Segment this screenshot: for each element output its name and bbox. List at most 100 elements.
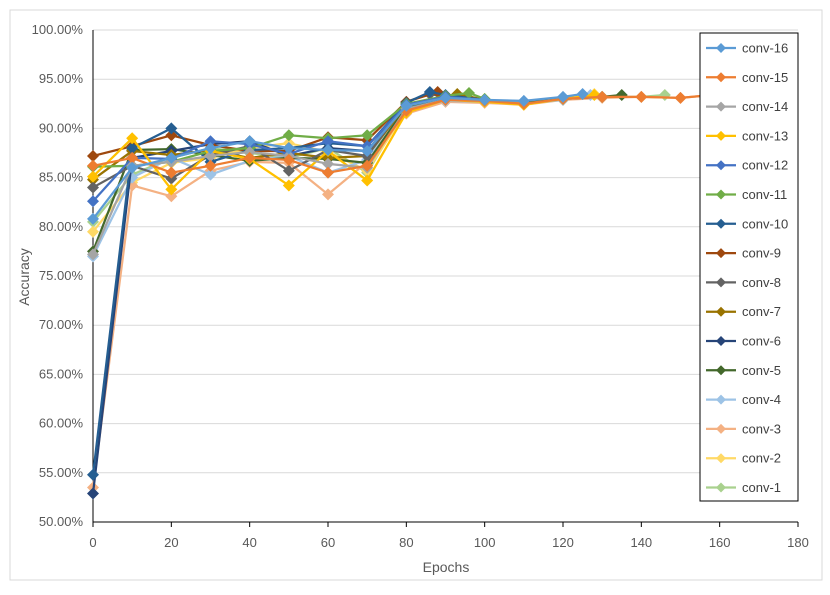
legend-marker — [716, 277, 726, 288]
legend-marker — [716, 394, 726, 405]
data-point — [126, 161, 139, 174]
data-point — [204, 149, 217, 162]
legend-label: conv-4 — [742, 392, 781, 407]
x-tick-label: 160 — [709, 535, 731, 550]
legend-marker — [716, 130, 726, 141]
data-point — [423, 85, 436, 98]
legend-label: conv-6 — [742, 334, 781, 349]
data-point — [126, 142, 139, 155]
data-point — [243, 151, 256, 164]
legend-label: conv-10 — [742, 216, 788, 231]
legend-item: conv-13 — [706, 128, 788, 143]
y-tick-label: 80.00% — [39, 219, 84, 234]
y-tick-label: 85.00% — [39, 170, 84, 185]
x-tick-label: 80 — [399, 535, 413, 550]
legend-label: conv-11 — [742, 187, 787, 202]
legend-label: conv-7 — [742, 304, 781, 319]
legend-item: conv-8 — [706, 275, 781, 290]
legend-label: conv-15 — [742, 70, 788, 85]
legend-label: conv-5 — [742, 363, 781, 378]
series-line — [92, 92, 583, 220]
legend-item: conv-12 — [706, 158, 788, 173]
legend-label: conv-14 — [742, 99, 788, 114]
legend-item: conv-15 — [706, 70, 788, 85]
legend-item: conv-9 — [706, 246, 781, 261]
data-point — [282, 142, 295, 155]
data-point — [204, 168, 217, 181]
data-point — [165, 122, 178, 135]
data-point — [165, 151, 178, 164]
x-tick-label: 100 — [474, 535, 496, 550]
legend-item: conv-4 — [706, 392, 781, 407]
data-point — [322, 135, 334, 148]
legend-marker — [716, 336, 726, 346]
legend-marker — [716, 101, 726, 112]
legend-item: conv-11 — [706, 187, 787, 202]
data-series — [87, 85, 718, 500]
y-tick-label: 60.00% — [39, 416, 84, 431]
data-point — [282, 129, 295, 142]
legend-item: conv-10 — [706, 216, 788, 231]
legend-item: conv-6 — [706, 334, 781, 349]
data-point — [322, 144, 334, 157]
legend-marker — [716, 306, 726, 317]
legend-marker — [716, 453, 726, 464]
data-point — [87, 170, 99, 183]
legend-label: conv-1 — [742, 480, 781, 495]
legend-marker — [716, 43, 726, 53]
data-point — [204, 142, 217, 155]
legend-label: conv-12 — [742, 158, 788, 173]
data-point — [400, 99, 413, 112]
data-point — [322, 166, 334, 179]
y-axis-title: Accuracy — [16, 248, 32, 306]
legend-box — [699, 32, 799, 502]
legend-marker — [716, 365, 726, 376]
legend-marker — [716, 482, 726, 493]
x-tick-label: 40 — [242, 535, 256, 550]
x-tick-label: 60 — [321, 535, 335, 550]
legend-marker — [716, 423, 726, 434]
data-point — [282, 179, 295, 192]
x-axis-title: Epochs — [423, 559, 470, 575]
data-point — [463, 86, 475, 99]
legend-marker — [716, 160, 726, 171]
legend-item: conv-1 — [706, 480, 781, 495]
data-point — [87, 225, 99, 238]
data-point — [557, 90, 569, 103]
y-tick-label: 50.00% — [39, 514, 84, 529]
data-point — [126, 132, 139, 145]
data-point — [165, 166, 178, 179]
data-point — [204, 159, 217, 172]
y-tick-label: 70.00% — [39, 317, 84, 332]
x-tick-label: 140 — [630, 535, 652, 550]
data-point — [674, 91, 687, 104]
legend-label: conv-9 — [742, 246, 781, 261]
data-point — [126, 151, 139, 164]
series-conv-16 — [87, 87, 589, 225]
data-point — [165, 190, 178, 203]
data-point — [87, 159, 99, 172]
y-tick-label: 100.00% — [32, 22, 84, 37]
legend-item: conv-14 — [706, 99, 788, 114]
x-tick-label: 0 — [89, 535, 96, 550]
data-point — [87, 468, 99, 481]
legend-marker — [716, 248, 726, 259]
legend: conv-16 conv-15 conv-14 conv-13 conv-12 conv-… — [699, 32, 799, 502]
data-point — [204, 135, 217, 148]
legend-label: conv-16 — [742, 41, 788, 56]
data-point — [596, 90, 609, 103]
y-tick-label: 65.00% — [39, 366, 84, 381]
data-point — [87, 487, 99, 500]
y-tick-label: 95.00% — [39, 71, 84, 86]
data-point — [87, 212, 99, 225]
data-point — [322, 157, 334, 170]
x-tick-label: 180 — [787, 535, 809, 550]
y-tick-label: 55.00% — [39, 465, 84, 480]
legend-item: conv-7 — [706, 304, 781, 319]
legend-label: conv-2 — [742, 451, 781, 466]
data-point — [87, 248, 99, 261]
data-point — [243, 135, 256, 148]
legend-label: conv-3 — [742, 421, 781, 436]
legend-label: conv-13 — [742, 128, 788, 143]
